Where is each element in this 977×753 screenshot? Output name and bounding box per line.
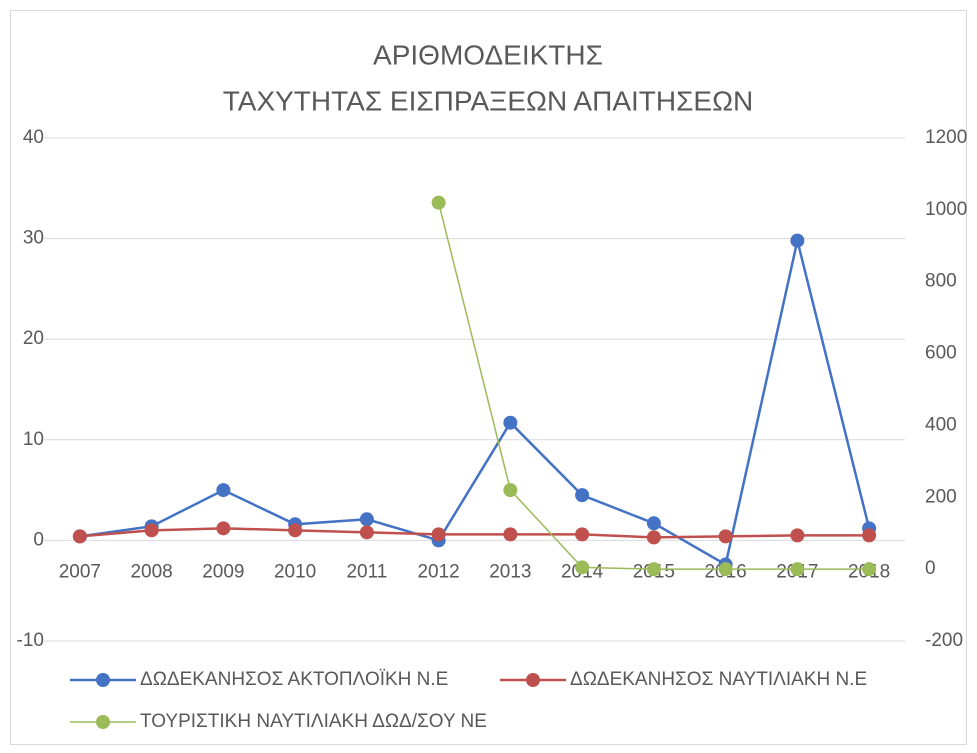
legend-label: ΔΩΔΕΚΑΝΗΣΟΣ ΝΑΥΤΙΛΙΑΚΗ Ν.Ε: [570, 669, 867, 690]
data-point: [718, 562, 733, 577]
x-tick-label: 2008: [130, 561, 172, 582]
legend-marker: [96, 673, 110, 687]
data-point: [216, 483, 231, 498]
legend-label: ΤΟΥΡΙΣΤΙΚΗ ΝΑΥΤΙΛΙΑΚΗ ΔΩΔ/ΣΟΥ ΝΕ: [140, 711, 487, 732]
y-tick-label: 30: [23, 228, 44, 249]
chart-title: ΤΑΧΥΤΗΤΑΣ ΕΙΣΠΡΑΞΕΩΝ ΑΠΑΙΤΗΣΕΩΝ: [223, 85, 754, 116]
y2-tick-label: -200: [925, 630, 963, 651]
data-point: [575, 488, 590, 503]
data-point: [359, 525, 374, 540]
data-point: [862, 528, 877, 543]
data-point: [646, 516, 661, 531]
y2-tick-label: 400: [925, 414, 957, 435]
y2-tick-label: 1000: [925, 199, 967, 220]
y2-tick-label: 200: [925, 486, 957, 507]
data-point: [646, 562, 661, 577]
data-point: [503, 483, 518, 498]
data-point: [790, 528, 805, 543]
series-line: [79, 527, 870, 539]
data-point: [431, 195, 446, 210]
y2-tick-label: 800: [925, 271, 957, 292]
legend-marker: [96, 715, 110, 729]
x-tick-label: 2007: [59, 561, 101, 582]
data-point: [216, 521, 231, 536]
data-point: [646, 530, 661, 545]
x-tick-label: 2009: [202, 561, 244, 582]
y-tick-label: 0: [33, 529, 44, 550]
x-tick-label: 2010: [274, 561, 316, 582]
chart-border: [10, 10, 967, 745]
series-line: [79, 240, 871, 567]
y2-tick-label: 1200: [925, 127, 967, 148]
x-tick-label: 2013: [489, 561, 531, 582]
data-point: [431, 527, 446, 542]
y2-tick-label: 600: [925, 343, 957, 364]
data-point: [575, 560, 590, 575]
data-point: [144, 523, 159, 538]
legend-marker: [526, 673, 540, 687]
data-point: [790, 233, 805, 248]
y-tick-label: -10: [17, 630, 44, 651]
chart-title: ΑΡΙΘΜΟΔΕΙΚΤΗΣ: [373, 39, 603, 70]
data-point: [503, 527, 518, 542]
legend-label: ΔΩΔΕΚΑΝΗΣΟΣ ΑΚΤΟΠΛΟΪΚΗ Ν.Ε: [140, 669, 448, 690]
x-tick-label: 2011: [346, 561, 387, 582]
data-point: [575, 527, 590, 542]
data-point: [72, 529, 87, 544]
data-point: [359, 512, 374, 527]
y2-tick-label: 0: [925, 558, 936, 579]
x-tick-label: 2012: [417, 561, 459, 582]
data-point: [288, 523, 303, 538]
y-tick-label: 10: [23, 429, 44, 450]
data-point: [503, 415, 518, 430]
data-point: [862, 562, 877, 577]
y-tick-label: 40: [23, 127, 44, 148]
data-point: [718, 529, 733, 544]
data-point: [790, 562, 805, 577]
y-tick-label: 20: [23, 328, 44, 349]
